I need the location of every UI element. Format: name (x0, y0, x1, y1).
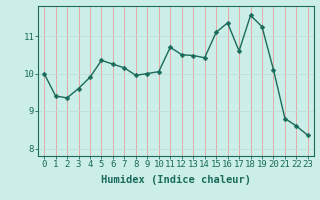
X-axis label: Humidex (Indice chaleur): Humidex (Indice chaleur) (101, 175, 251, 185)
